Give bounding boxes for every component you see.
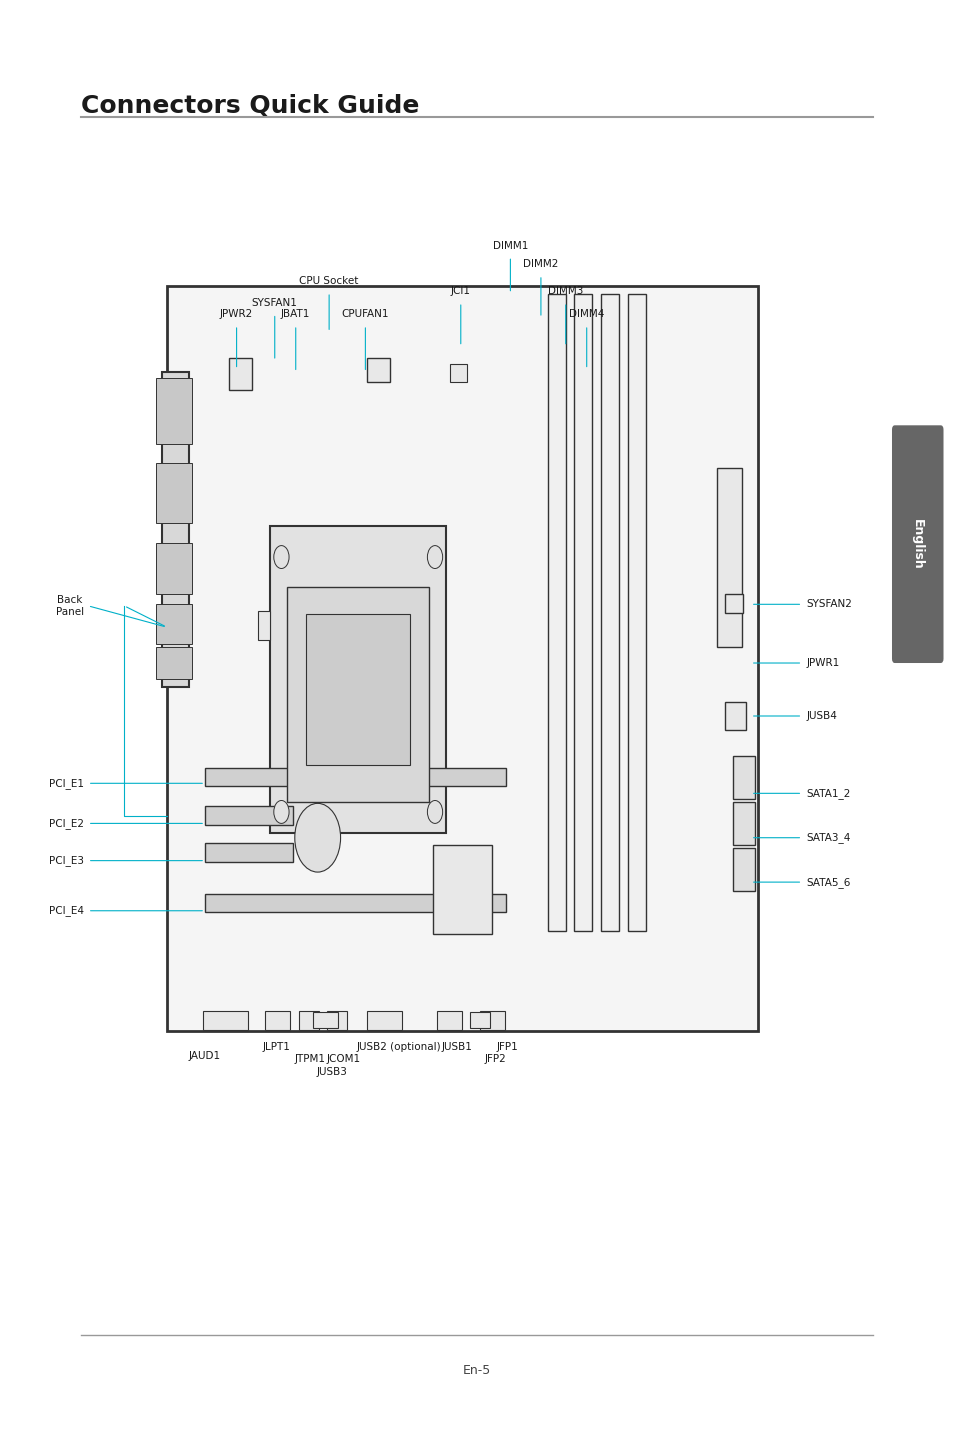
Bar: [627, 294, 645, 931]
Text: Back
Panel: Back Panel: [56, 594, 84, 617]
Bar: [367, 358, 390, 382]
Text: DIMM2: DIMM2: [522, 259, 558, 269]
Bar: [732, 756, 754, 799]
Bar: [229, 358, 252, 390]
Text: English: English: [910, 518, 923, 570]
Text: SATA3_4: SATA3_4: [805, 832, 850, 843]
Text: JUSB4: JUSB4: [805, 712, 836, 720]
Bar: [306, 614, 410, 765]
Bar: [332, 627, 344, 640]
Text: SATA5_6: SATA5_6: [805, 876, 850, 888]
Bar: [287, 587, 429, 802]
Text: JCOM1: JCOM1: [326, 1054, 360, 1064]
Text: SATA1_2: SATA1_2: [805, 788, 850, 799]
Text: CPU Socket: CPU Socket: [299, 276, 358, 286]
Bar: [724, 702, 745, 730]
Text: JUSB1: JUSB1: [441, 1042, 472, 1053]
Bar: [732, 848, 754, 891]
Bar: [205, 894, 505, 912]
Circle shape: [274, 800, 289, 823]
Text: JFP1: JFP1: [497, 1042, 517, 1053]
Bar: [155, 647, 192, 679]
Bar: [436, 1011, 461, 1030]
Bar: [724, 594, 742, 613]
Bar: [367, 1011, 401, 1030]
Text: DIMM1: DIMM1: [492, 241, 528, 251]
Text: JUSB2 (optional): JUSB2 (optional): [356, 1042, 440, 1053]
Text: DIMM4: DIMM4: [568, 309, 604, 319]
FancyBboxPatch shape: [891, 425, 943, 663]
Text: PCI_E3: PCI_E3: [49, 855, 84, 866]
Bar: [547, 294, 565, 931]
Bar: [205, 768, 505, 786]
Bar: [155, 463, 192, 523]
Text: PCI_E4: PCI_E4: [49, 905, 84, 916]
Text: JPWR2: JPWR2: [220, 309, 253, 319]
Text: JBAT1: JBAT1: [281, 309, 310, 319]
Bar: [205, 806, 293, 825]
Bar: [479, 1011, 504, 1030]
Text: En-5: En-5: [462, 1363, 491, 1378]
Circle shape: [274, 546, 289, 569]
Text: SYSFAN2: SYSFAN2: [805, 600, 851, 609]
Bar: [205, 843, 293, 862]
Bar: [203, 1011, 248, 1030]
Bar: [470, 1012, 490, 1028]
Text: PCI_E2: PCI_E2: [49, 818, 84, 829]
Circle shape: [427, 800, 442, 823]
Bar: [162, 372, 189, 687]
Bar: [155, 543, 192, 594]
Text: CPUFAN1: CPUFAN1: [341, 309, 389, 319]
Bar: [717, 468, 741, 647]
Bar: [574, 294, 592, 931]
Bar: [732, 802, 754, 845]
Bar: [450, 364, 467, 382]
Text: JAUD1: JAUD1: [189, 1051, 221, 1061]
Text: Connectors Quick Guide: Connectors Quick Guide: [81, 93, 419, 117]
Bar: [257, 611, 270, 640]
Text: JFP2: JFP2: [484, 1054, 505, 1064]
Bar: [313, 1012, 337, 1028]
Text: JCI1: JCI1: [451, 286, 470, 296]
Text: JPWR1: JPWR1: [805, 659, 839, 667]
Bar: [327, 1011, 347, 1030]
Bar: [270, 526, 446, 833]
Text: JUSB3: JUSB3: [316, 1067, 347, 1077]
Text: DIMM3: DIMM3: [547, 286, 583, 296]
Text: PCI_E1: PCI_E1: [49, 778, 84, 789]
Circle shape: [294, 803, 340, 872]
Bar: [265, 1011, 290, 1030]
Text: SYSFAN1: SYSFAN1: [252, 298, 297, 308]
Bar: [167, 286, 758, 1031]
Bar: [155, 604, 192, 644]
Bar: [298, 1011, 318, 1030]
Text: JLPT1: JLPT1: [262, 1042, 291, 1053]
Circle shape: [427, 546, 442, 569]
Bar: [600, 294, 618, 931]
Bar: [433, 845, 492, 934]
Text: JTPM1: JTPM1: [294, 1054, 325, 1064]
Bar: [155, 378, 192, 444]
